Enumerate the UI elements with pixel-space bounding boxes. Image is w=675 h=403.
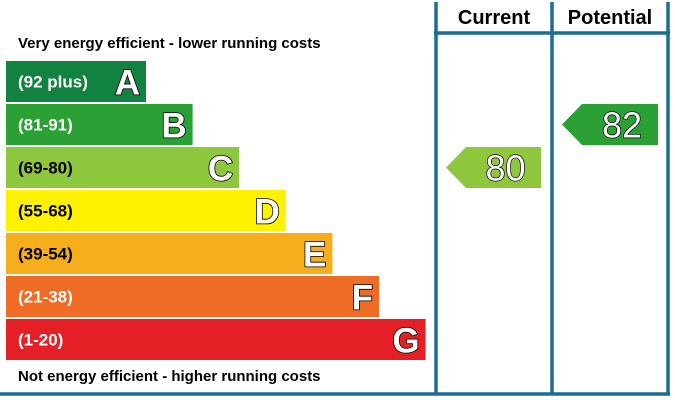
band-bar-d [6, 190, 286, 231]
band-bar-b [6, 104, 193, 145]
rating-current: 80 [446, 147, 541, 189]
band-range-label: (92 plus) [18, 73, 88, 92]
rating-value: 80 [485, 148, 525, 189]
band-bar-g [6, 319, 426, 360]
bottom-caption: Not energy efficient - higher running co… [18, 368, 321, 385]
band-letter: B [161, 107, 186, 146]
band-letter: A [115, 64, 140, 103]
band-g: (1-20) G [6, 319, 426, 361]
rating-arrows: 80 82 [446, 104, 658, 189]
column-header-potential: Potential [568, 7, 652, 29]
band-a: (92 plus) A [6, 61, 146, 103]
band-bars: (92 plus) A(81-91) B(69-80) C(55-68) D(39-54… [6, 61, 426, 361]
band-bar-a [6, 61, 146, 102]
band-letter: D [255, 193, 280, 232]
band-letter: F [352, 279, 373, 318]
band-range-label: (55-68) [18, 202, 73, 221]
band-letter: G [392, 322, 419, 361]
band-range-label: (81-91) [18, 116, 73, 135]
band-range-label: (1-20) [18, 331, 63, 350]
rating-value: 82 [602, 105, 642, 146]
band-bar-e [6, 233, 333, 274]
band-range-label: (39-54) [18, 245, 73, 264]
band-bar-c [6, 147, 240, 188]
band-range-label: (69-80) [18, 159, 73, 178]
band-e: (39-54) E [6, 233, 333, 275]
band-d: (55-68) D [6, 190, 286, 232]
band-letter: C [208, 150, 233, 189]
band-bar-f [6, 276, 379, 317]
band-letter: E [303, 236, 326, 275]
top-caption: Very energy efficient - lower running co… [18, 35, 321, 52]
chart-frame [0, 2, 670, 396]
band-f: (21-38) F [6, 276, 379, 318]
band-b: (81-91) B [6, 104, 193, 146]
column-header-current: Current [458, 7, 531, 29]
rating-potential: 82 [562, 104, 658, 146]
band-c: (69-80) C [6, 147, 240, 189]
column-headers: Current Potential [458, 7, 652, 29]
rating-arrow [562, 104, 658, 145]
band-range-label: (21-38) [18, 288, 73, 307]
rating-arrow [446, 147, 541, 188]
